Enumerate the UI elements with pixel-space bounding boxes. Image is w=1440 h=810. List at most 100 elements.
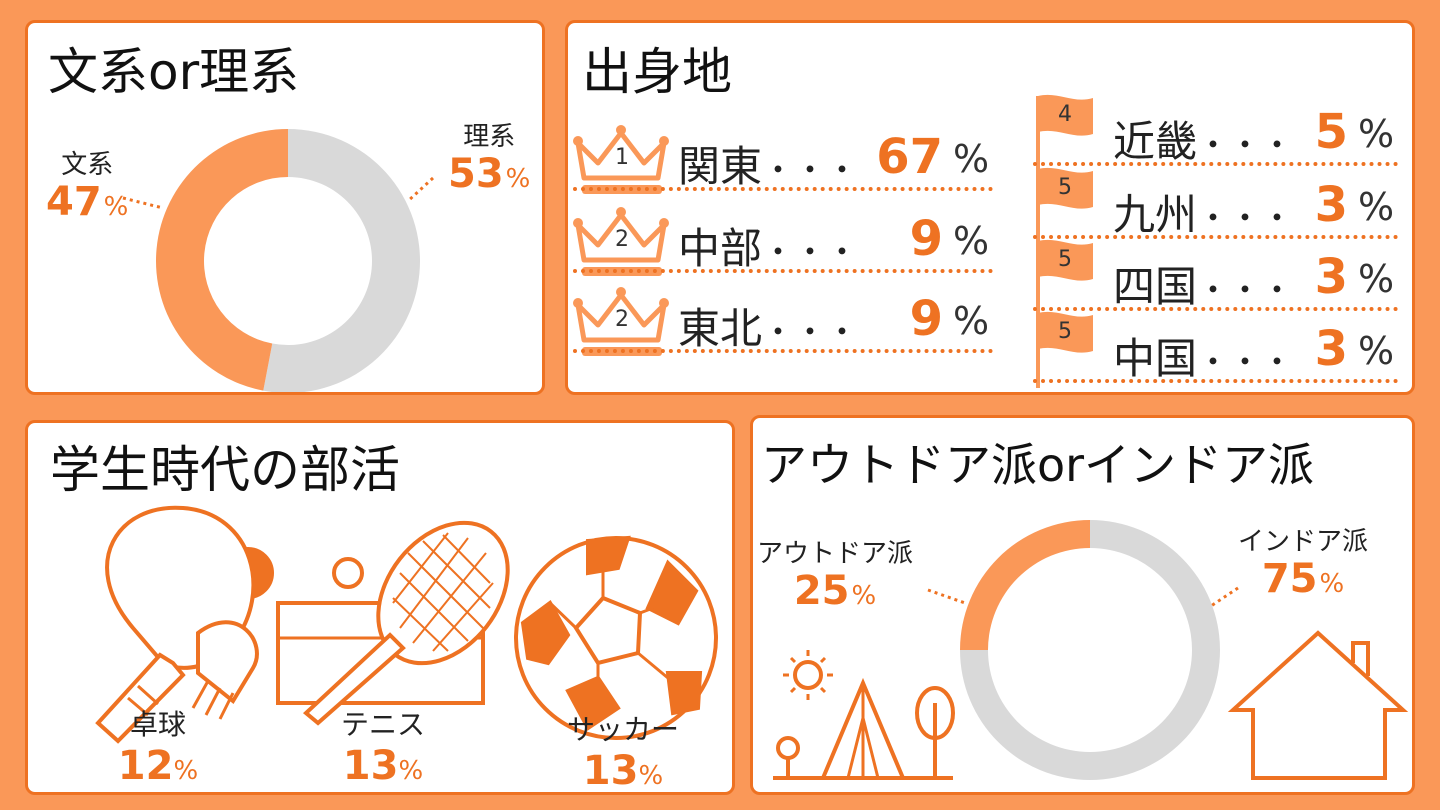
dotted-underline [573,269,993,273]
region-label: 中部・・・ [678,215,858,276]
dotted-underline [573,349,993,353]
panel-humanities-vs-science: 文系or理系 文系 47% 理系 53% [25,20,545,395]
crown-icon [573,125,669,194]
donut-slice-0 [155,129,288,391]
region-name: 東北 [678,304,763,353]
dots-separator: ・・・ [762,313,859,351]
dotted-underline [1033,235,1398,239]
unit-label: % [953,219,990,263]
label-bunkei: 文系 47% [46,151,128,224]
unit-label: % [1319,568,1345,599]
value-label: 3 [1314,321,1348,377]
region-label: 近畿・・・ [1113,108,1293,169]
region-name: 四国 [1113,262,1198,311]
unit-label: % [851,580,877,611]
category-label: アウトドア派 [757,539,914,569]
unit-label: % [173,756,199,786]
category-label: テニス [340,708,425,741]
hometown-row: 中国・・・ 3% [1033,321,1398,385]
value-label: 75 [1261,555,1318,602]
dots-separator: ・・・ [1197,126,1294,164]
dots-separator: ・・・ [1197,343,1294,381]
flag-icon [1036,167,1093,244]
chart-title: 出身地 [582,43,732,101]
outdoor-indoor-illustrations [773,630,1409,780]
region-name: 九州 [1113,190,1198,239]
hometown-row: 東北・・・ 9% [573,291,993,356]
donut-slice-1 [263,129,420,392]
dotted-underline [1033,307,1398,311]
value-label: 67 [876,129,943,185]
value-label: 53 [448,150,504,197]
value-label: 25 [793,567,850,614]
region-label: 東北・・・ [678,295,858,356]
region-label: 四国・・・ [1113,253,1293,314]
donut-slice-0 [960,520,1090,650]
unit-label: % [638,761,664,791]
rank-number: 5 [1058,247,1072,272]
panel-outdoor-vs-indoor: アウトドア派orインドア派 アウトドア派 25% インドア派 75% [750,415,1415,795]
unit-label: % [398,756,424,786]
flag-icon [1036,239,1093,316]
leader-line-1 [1210,586,1239,608]
rank-number: 1 [615,145,629,170]
ping-pong-icon [95,505,274,744]
hometown-row: 四国・・・ 3% [1033,249,1398,314]
category-label: サッカー [566,713,679,746]
tent-icon [773,650,955,780]
region-name: 近畿 [1113,117,1198,166]
rank-number: 2 [615,307,629,332]
unit-label: % [953,299,990,343]
hometown-row: 中部・・・ 9% [573,211,993,276]
value-label: 3 [1314,177,1348,233]
value-label: 47 [46,178,102,225]
value-label: 9 [909,211,943,267]
leader-line-1 [406,176,435,203]
unit-label: % [1358,185,1395,229]
dots-separator: ・・・ [762,151,859,189]
panel-hometown: 出身地 関東・・・ 67% 中部・・・ 9% 東北・・・ 9% 近畿・・・ 5% 九州・・・ 3%… [565,20,1415,395]
leader-line-0 [122,196,164,210]
value-label: 13 [582,748,639,794]
house-icon [1227,630,1409,780]
label-outdoor: アウトドア派 25% [757,540,913,613]
value-label: 5 [1314,104,1348,160]
category-label: 理系 [463,122,516,152]
sport-illustrations [95,505,718,744]
flag-icon [1036,94,1093,171]
label-rikei: 理系 53% [448,123,530,196]
hometown-row: 九州・・・ 3% [1033,177,1398,242]
rank-number: 5 [1058,319,1072,344]
region-label: 九州・・・ [1113,181,1293,242]
flag-icon [1036,311,1093,388]
dots-separator: ・・・ [1197,199,1294,237]
category-label: 卓球 [129,708,186,741]
dotted-underline [1033,379,1398,383]
unit-label: % [1358,112,1395,156]
region-name: 中部 [678,224,763,273]
unit-label: % [1358,257,1395,301]
dots-separator: ・・・ [1197,271,1294,309]
donut-chart-humanities-science [122,129,435,392]
region-label: 関東・・・ [678,133,858,194]
sport-soccer: サッカー 13% [533,708,713,794]
region-name: 関東 [678,142,763,191]
rank-number: 4 [1058,102,1072,127]
value-label: 9 [909,291,943,347]
value-label: 13 [342,743,399,789]
donut-chart-outdoor-indoor [927,520,1239,780]
region-name: 中国 [1113,334,1198,383]
label-indoor: インドア派 75% [1238,528,1368,601]
dotted-underline [1033,162,1398,166]
sport-tennis: テニス 13% [293,703,473,789]
dotted-underline [573,187,993,191]
unit-label: % [1358,329,1395,373]
value-label: 3 [1314,249,1348,305]
chart-title: 文系or理系 [48,43,300,101]
soccer-ball-icon [514,535,718,740]
panel-club-activities: 学生時代の部活 [25,420,735,795]
hometown-row: 関東・・・ 67% [573,129,993,194]
hometown-row: 近畿・・・ 5% [1033,104,1398,169]
chart-title: アウトドア派orインドア派 [761,438,1315,492]
rank-number: 2 [615,227,629,252]
